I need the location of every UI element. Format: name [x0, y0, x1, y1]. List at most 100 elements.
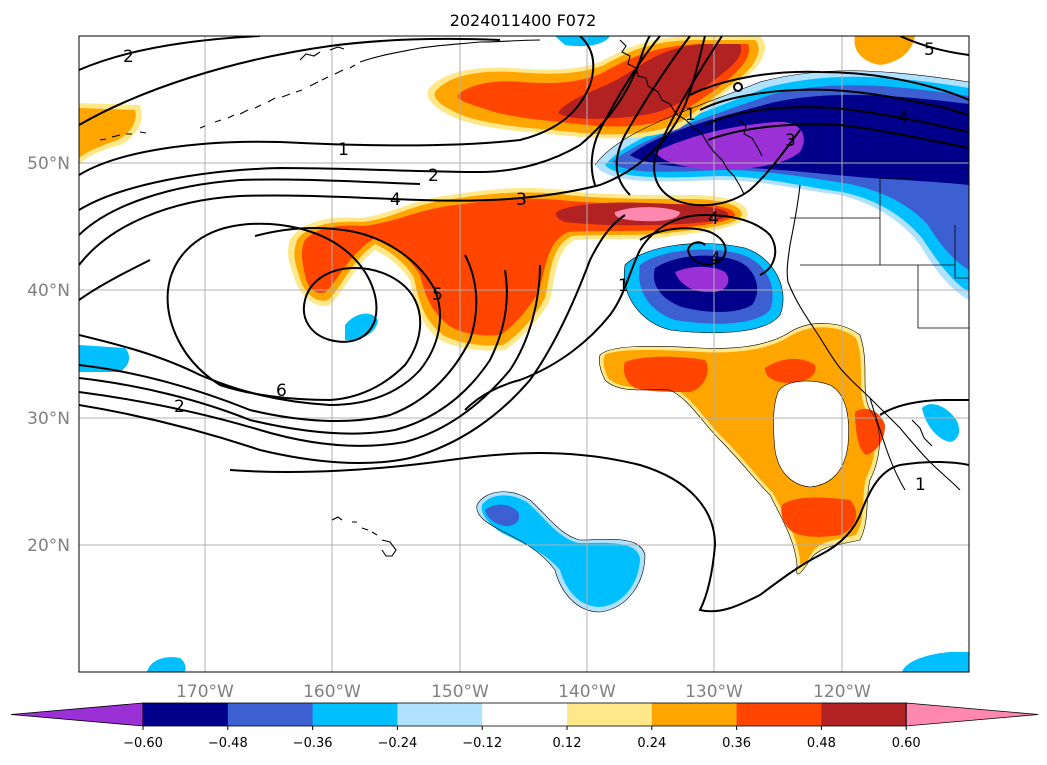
- contour-ne-5: [590, 36, 661, 186]
- lat-label: 20°N: [27, 536, 70, 556]
- shade-s-redorange-2: [765, 358, 816, 383]
- contour-3-band: [464, 213, 777, 411]
- latitude-labels: 50°N 40°N 30°N 20°N: [27, 154, 70, 556]
- contour-label: 1: [685, 105, 696, 125]
- contour-loop-5: [79, 227, 441, 407]
- shade-west-sky: [79, 345, 130, 372]
- shade-baja-sky: [922, 404, 960, 442]
- contour-inner-3: [79, 264, 541, 447]
- contour-label: 3: [516, 190, 527, 210]
- colorbar-tick-label: −0.24: [377, 736, 417, 751]
- contour-ne-1: [689, 70, 969, 101]
- colorbar-tick-label: 0.36: [722, 736, 751, 751]
- contour-4-small: [639, 227, 727, 266]
- contour-5-top: [899, 36, 969, 56]
- us-west-coast: [786, 184, 961, 491]
- shade-nw-sky: [555, 36, 610, 47]
- contour-ne-2: [699, 88, 969, 116]
- contour-label: 5: [432, 285, 443, 305]
- shade-south-sky: [481, 495, 640, 607]
- shade-top-right-orange: [854, 36, 915, 65]
- plot-area: 2 1 2 4 3 4 5 6 2 1 5 3 4 4 1 1: [79, 36, 969, 672]
- colorbar-tick-label: 0.12: [553, 736, 582, 751]
- colorbar-segment: [736, 703, 822, 726]
- contour-inner-4: [79, 214, 626, 465]
- shade-low-purple: [675, 266, 729, 293]
- contour-2-north: [79, 36, 261, 71]
- colorbar-tick-label: −0.48: [208, 736, 248, 751]
- colorbar-tick-label: 0.60: [892, 736, 921, 751]
- colorbar-extend-high: [905, 702, 1039, 727]
- contour-1-south: [229, 452, 969, 613]
- plot-frame: [78, 35, 970, 673]
- colorbar-tick-label: 0.48: [807, 736, 836, 751]
- colorbar-segment: [312, 703, 398, 726]
- shade-bottomleft-sky: [147, 657, 186, 672]
- contour-baja-1: [879, 399, 969, 416]
- shade-n-firebrick: [558, 44, 742, 119]
- alaska-coast: [299, 39, 541, 63]
- contour-lines: [79, 36, 969, 613]
- contour-ne-7: [653, 36, 801, 207]
- contour-b: [79, 178, 421, 236]
- state-borders: [790, 177, 969, 329]
- contour-ne-4: [707, 123, 969, 149]
- shade-cell-sky: [345, 313, 378, 341]
- contour-1-top: [79, 36, 595, 176]
- shade-w-orange: [79, 108, 136, 158]
- shade-ne-purple: [655, 121, 804, 170]
- contour-label: 4: [898, 108, 909, 128]
- colorbar-tick-label: 0.24: [637, 736, 666, 751]
- colorbar-tick-label: −0.12: [462, 736, 502, 751]
- colorbar-frame: [142, 702, 907, 727]
- baja-coast: [869, 397, 933, 491]
- map-title: 2024011400 F072: [450, 11, 597, 30]
- shade-s-redorange-1: [623, 356, 708, 392]
- colorbar-segment: [482, 703, 568, 726]
- contour-label: 1: [915, 475, 926, 495]
- shade-s-redorange-4: [781, 497, 857, 537]
- contour-label: 4: [710, 249, 721, 269]
- contour-label: 2: [123, 47, 134, 67]
- lon-label: 120°W: [813, 682, 871, 702]
- lon-label: 150°W: [431, 682, 489, 702]
- contour-ne-6: [615, 36, 691, 196]
- hawaii-islands: [331, 516, 397, 557]
- contour-ne-3: [704, 106, 969, 133]
- shade-bottomright-sky: [902, 652, 969, 672]
- lat-label: 40°N: [27, 281, 70, 301]
- shade-s-hole: [773, 380, 849, 487]
- contour-label-group: 2 1 2 4 3 4 5 6 2 1 5 3 4 4 1 1: [123, 40, 935, 495]
- contour-label: 6: [276, 381, 287, 401]
- colorbar-segment: [651, 703, 738, 726]
- aleutian-islands: [99, 64, 356, 141]
- contour-label: 4: [708, 209, 719, 229]
- contour-label: 1: [618, 276, 629, 296]
- lat-label: 30°N: [27, 409, 70, 429]
- shade-c-redorange: [301, 198, 735, 336]
- colorbar-segment: [567, 703, 653, 726]
- lon-label: 140°W: [558, 682, 616, 702]
- contour-label: 3: [785, 131, 796, 151]
- colorbar-segment: [143, 703, 229, 726]
- colorbar: −0.60 −0.48 −0.36 −0.24 −0.12 0.12 0.24 0.36 0.4…: [10, 702, 1039, 751]
- contour-inner-2: [79, 269, 508, 435]
- contour-loop-6: [166, 222, 422, 402]
- contour-label: 1: [338, 140, 349, 160]
- contour-label: 4: [390, 190, 401, 210]
- colorbar-segment: [821, 703, 907, 726]
- colorbar-tick-label: −0.36: [293, 736, 333, 751]
- bc-coast: [619, 39, 763, 195]
- positive-shading: [79, 36, 915, 575]
- contour-w-edge: [79, 259, 151, 301]
- colorbar-tick-label: −0.60: [123, 736, 163, 751]
- shade-c-pink: [614, 207, 680, 222]
- shade-outlines: [476, 70, 969, 613]
- coastlines: [99, 39, 969, 557]
- lon-label: 160°W: [303, 682, 361, 702]
- lat-label: 50°N: [27, 154, 70, 174]
- contour-small-circle: [733, 82, 743, 92]
- contour-label: 2: [428, 166, 439, 186]
- longitude-labels: 170°W 160°W 150°W 140°W 130°W 120°W: [176, 682, 871, 702]
